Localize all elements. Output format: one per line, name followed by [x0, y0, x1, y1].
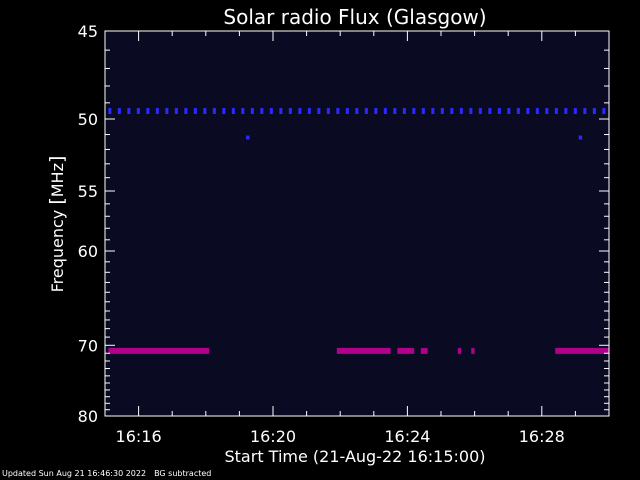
dotted-band-mark: [117, 108, 121, 114]
emission-band: [397, 347, 415, 354]
dotted-band-mark: [497, 108, 501, 114]
dotted-band-mark: [469, 108, 473, 114]
dotted-band-mark: [108, 108, 112, 114]
footer: Updated Sun Aug 21 16:46:30 2022 BG subtr…: [2, 469, 219, 478]
dotted-band-mark: [260, 108, 264, 114]
y-axis: 45 50 55 60 70 80: [78, 22, 609, 426]
dotted-band-mark: [488, 108, 492, 114]
dotted-band-mark: [184, 108, 188, 114]
y-tick-label: 60: [78, 242, 98, 261]
dotted-band-mark: [146, 108, 150, 114]
emission-band: [108, 347, 210, 354]
dotted-band-mark: [364, 108, 368, 114]
dotted-band-mark: [193, 108, 197, 114]
emission-band: [555, 347, 609, 354]
x-tick-label: 16:16: [116, 427, 162, 446]
x-axis-label: Start Time (21-Aug-22 16:15:00): [225, 447, 486, 466]
dotted-band-mark: [602, 108, 606, 114]
dotted-band-mark: [222, 108, 226, 114]
dotted-band-mark: [250, 108, 254, 114]
y-axis-label-text: Frequency: [48, 205, 67, 293]
dotted-band-mark: [203, 108, 207, 114]
dotted-band-mark: [478, 108, 482, 114]
dotted-band-mark: [374, 108, 378, 114]
dotted-band-mark: [421, 108, 425, 114]
dotted-band-mark: [383, 108, 387, 114]
dotted-band-mark: [440, 108, 444, 114]
y-tick-label: 80: [78, 407, 98, 426]
dotted-band-mark: [583, 108, 587, 114]
dotted-band-mark: [136, 108, 140, 114]
emission-band: [336, 347, 391, 354]
y-tick-label: 45: [78, 22, 98, 41]
chart-title: Solar radio Flux (Glasgow): [223, 5, 486, 29]
y-axis-label-bracket-close: ]: [46, 156, 68, 163]
dotted-band-mark: [459, 108, 463, 114]
y-tick-label: 70: [78, 336, 98, 355]
dotted-band-mark: [412, 108, 416, 114]
y-axis-label-unit: MHz: [48, 163, 67, 197]
dotted-band-mark: [317, 108, 321, 114]
dotted-band-mark: [564, 108, 568, 114]
updated-timestamp: Updated Sun Aug 21 16:46:30 2022: [2, 469, 147, 478]
y-tick-label: 55: [78, 182, 98, 201]
dotted-band-mark: [326, 108, 330, 114]
dotted-band-mark: [516, 108, 520, 114]
dotted-band-mark: [269, 108, 273, 114]
dotted-band-mark: [402, 108, 406, 114]
dotted-band-mark: [241, 108, 245, 114]
dotted-band-mark: [174, 108, 178, 114]
dotted-band-mark: [127, 108, 131, 114]
dotted-band-mark: [393, 108, 397, 114]
x-tick-label: 16:20: [250, 427, 296, 446]
y-axis-label-bracket-open: [: [46, 197, 68, 204]
y-tick-label: 50: [78, 110, 98, 129]
dotted-band-mark: [526, 108, 530, 114]
x-axis: 16:16 16:20 16:24 16:28: [104, 31, 610, 446]
plot-area: [104, 30, 610, 417]
dotted-band-mark: [288, 108, 292, 114]
emission-band: [471, 347, 475, 354]
dotted-band-mark: [450, 108, 454, 114]
dotted-band-mark: [307, 108, 311, 114]
dotted-band-mark: [336, 108, 340, 114]
dotted-band-mark: [355, 108, 359, 114]
dotted-band-mark: [231, 108, 235, 114]
dotted-band-mark: [345, 108, 349, 114]
dotted-band-mark: [212, 108, 216, 114]
dotted-band-mark: [545, 108, 549, 114]
emission-spot: [578, 135, 583, 140]
x-tick-label: 16:24: [384, 427, 430, 446]
dotted-band-mark: [155, 108, 159, 114]
dotted-band-mark: [535, 108, 539, 114]
plot-frame: [104, 30, 610, 417]
emission-band: [420, 347, 428, 354]
dotted-band-mark: [592, 108, 596, 114]
dotted-band-mark: [279, 108, 283, 114]
spectrogram-background: [105, 31, 609, 416]
emission-band: [457, 347, 462, 354]
y-axis-label: Frequency [MHz]: [46, 156, 68, 293]
emission-spot: [246, 135, 250, 140]
dotted-band-mark: [431, 108, 435, 114]
dotted-band-mark: [554, 108, 558, 114]
dotted-band-mark: [573, 108, 577, 114]
x-tick-label: 16:28: [519, 427, 565, 446]
emission-features: [108, 108, 609, 354]
bg-subtracted-note: BG subtracted: [154, 469, 212, 478]
dotted-band-mark: [298, 108, 302, 114]
dotted-band-mark: [165, 108, 169, 114]
dotted-band-mark: [507, 108, 511, 114]
